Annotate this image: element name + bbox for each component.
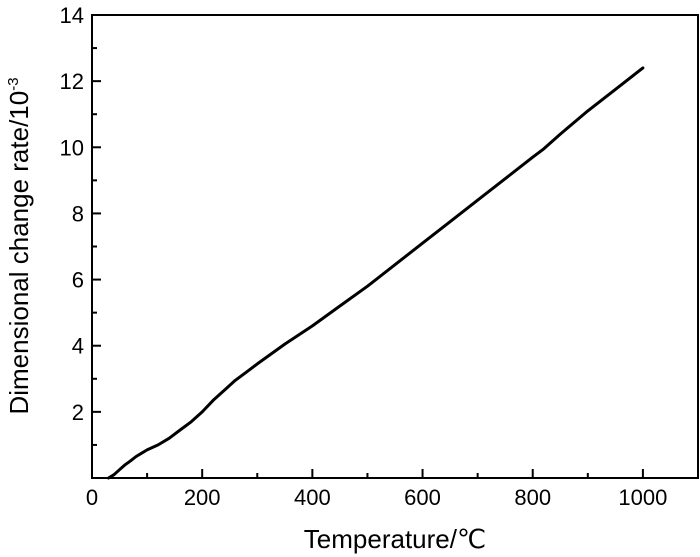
x-tick-label: 200 [184,485,221,510]
y-tick-label: 10 [60,135,84,160]
y-axis-ticks: 2 4 6 8 10 12 14 [60,3,101,446]
y-tick-label: 14 [60,3,84,28]
y-axis-title-exponent: -3 [5,77,22,90]
y-tick-label: 6 [72,268,84,293]
y-tick-label: 2 [72,400,84,425]
x-tick-label: 600 [404,485,441,510]
y-tick-label: 12 [60,69,84,94]
x-axis-ticks: 0 200 400 600 800 1000 [86,469,667,510]
x-tick-label: 1000 [618,485,667,510]
y-axis-title: Dimensional change rate/10-3 [4,77,34,414]
x-tick-label: 800 [514,485,551,510]
y-axis-title-main: Dimensional change rate/10 [4,91,34,415]
y-tick-label: 4 [72,334,84,359]
series-line [107,66,645,480]
x-tick-label: 0 [86,485,98,510]
y-tick-label: 8 [72,201,84,226]
x-axis-title: Temperature/℃ [304,524,486,554]
x-tick-label: 400 [294,485,331,510]
plot-frame [91,14,699,479]
